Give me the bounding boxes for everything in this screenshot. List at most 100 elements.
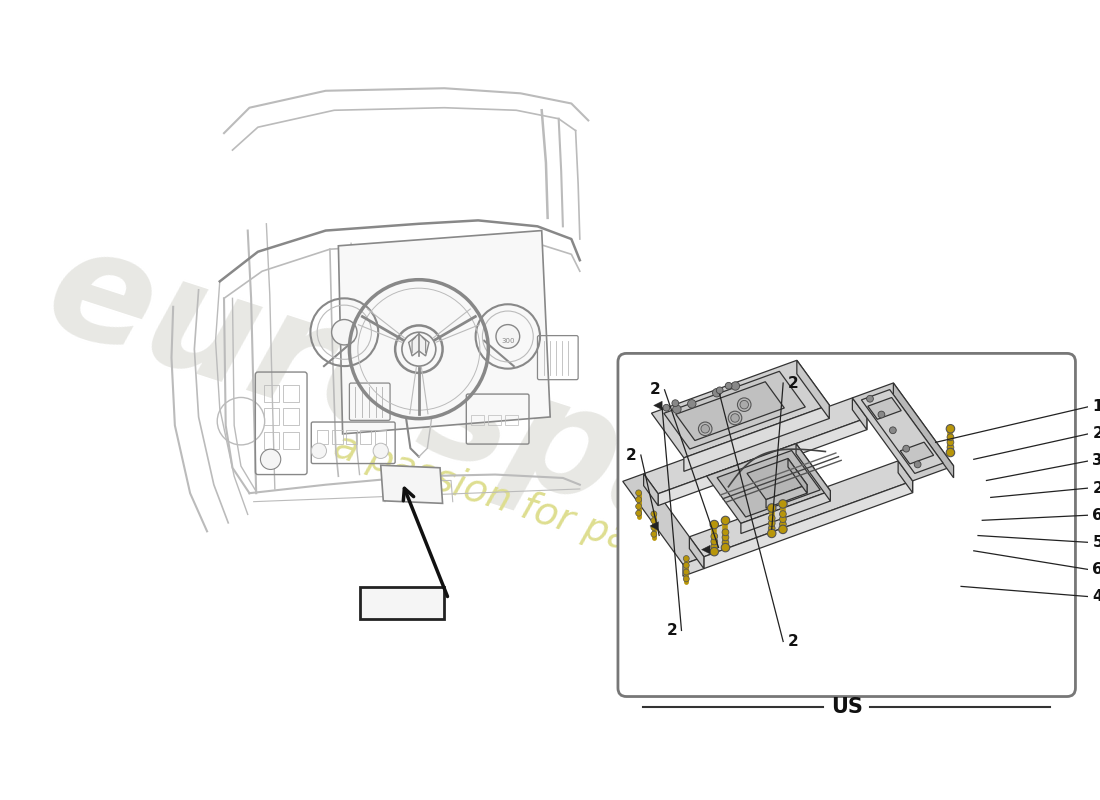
Circle shape [722, 534, 729, 541]
Bar [264, 432, 279, 449]
Text: 2: 2 [650, 382, 660, 398]
Circle shape [711, 538, 717, 545]
Polygon shape [658, 418, 867, 506]
Circle shape [867, 395, 873, 402]
Circle shape [780, 510, 786, 518]
Polygon shape [706, 443, 830, 523]
Polygon shape [675, 382, 784, 441]
Circle shape [261, 449, 280, 470]
Text: 1: 1 [1092, 399, 1100, 414]
Circle shape [722, 543, 729, 552]
Polygon shape [653, 402, 662, 410]
Circle shape [768, 514, 776, 522]
Circle shape [768, 525, 776, 532]
Text: 6: 6 [1092, 562, 1100, 577]
Circle shape [636, 497, 641, 502]
Polygon shape [409, 334, 429, 356]
Bar [284, 409, 298, 426]
Polygon shape [339, 230, 550, 434]
Circle shape [737, 398, 751, 411]
Polygon shape [852, 398, 867, 430]
Polygon shape [796, 443, 830, 501]
Bar [360, 587, 444, 619]
Circle shape [779, 525, 788, 534]
Polygon shape [651, 360, 829, 458]
Circle shape [710, 520, 718, 529]
Circle shape [711, 543, 717, 550]
Polygon shape [717, 450, 821, 517]
Text: 2: 2 [788, 375, 799, 390]
Bar [331, 430, 342, 444]
Circle shape [683, 569, 690, 575]
Circle shape [947, 434, 954, 441]
Polygon shape [796, 360, 829, 418]
Text: eurospares: eurospares [30, 214, 994, 654]
Polygon shape [663, 371, 805, 449]
Text: US: US [830, 697, 862, 717]
Text: 6: 6 [1092, 508, 1100, 522]
Circle shape [683, 576, 690, 582]
Circle shape [732, 382, 739, 390]
Circle shape [710, 547, 718, 556]
Text: 2: 2 [1092, 481, 1100, 496]
Text: 4: 4 [1092, 589, 1100, 604]
Polygon shape [623, 474, 704, 564]
Circle shape [768, 520, 776, 526]
Bar [264, 385, 279, 402]
Bar [488, 415, 501, 426]
Circle shape [663, 404, 670, 411]
Polygon shape [741, 491, 830, 534]
Circle shape [672, 400, 679, 406]
Bar [361, 430, 372, 444]
Polygon shape [898, 461, 913, 493]
Circle shape [651, 511, 657, 517]
Circle shape [636, 503, 641, 510]
Circle shape [683, 562, 690, 568]
Polygon shape [766, 485, 807, 508]
Bar [284, 432, 298, 449]
Polygon shape [900, 442, 934, 464]
Text: 2: 2 [1092, 426, 1100, 442]
Circle shape [768, 504, 776, 512]
Polygon shape [868, 398, 901, 419]
Bar [472, 415, 484, 426]
Circle shape [701, 425, 710, 433]
Circle shape [903, 446, 910, 452]
Circle shape [728, 411, 741, 425]
Polygon shape [747, 458, 807, 500]
Text: a passion for parts since 1985: a passion for parts since 1985 [329, 426, 899, 644]
Circle shape [890, 427, 896, 434]
Circle shape [914, 461, 921, 468]
Polygon shape [788, 458, 807, 493]
Bar [264, 409, 279, 426]
Circle shape [947, 444, 954, 450]
Text: 5: 5 [1092, 535, 1100, 550]
Bar [375, 430, 386, 444]
Circle shape [780, 521, 786, 528]
Polygon shape [381, 466, 442, 503]
Circle shape [636, 510, 641, 516]
Circle shape [698, 422, 712, 435]
Polygon shape [893, 383, 954, 478]
Polygon shape [650, 522, 659, 530]
Circle shape [947, 439, 954, 446]
Text: 3: 3 [1092, 454, 1100, 469]
Bar [284, 385, 298, 402]
Polygon shape [644, 474, 658, 506]
Polygon shape [702, 546, 710, 554]
Polygon shape [852, 383, 954, 481]
Circle shape [373, 443, 388, 458]
FancyBboxPatch shape [618, 354, 1076, 697]
Polygon shape [861, 390, 943, 474]
Circle shape [878, 411, 884, 418]
Text: 300: 300 [502, 338, 515, 344]
Circle shape [683, 555, 690, 562]
Circle shape [722, 529, 729, 536]
Circle shape [651, 531, 657, 537]
Circle shape [651, 518, 657, 524]
Text: 2: 2 [626, 447, 637, 462]
Polygon shape [644, 398, 867, 494]
Polygon shape [690, 537, 704, 569]
Circle shape [768, 529, 776, 538]
Text: 2: 2 [667, 623, 678, 638]
